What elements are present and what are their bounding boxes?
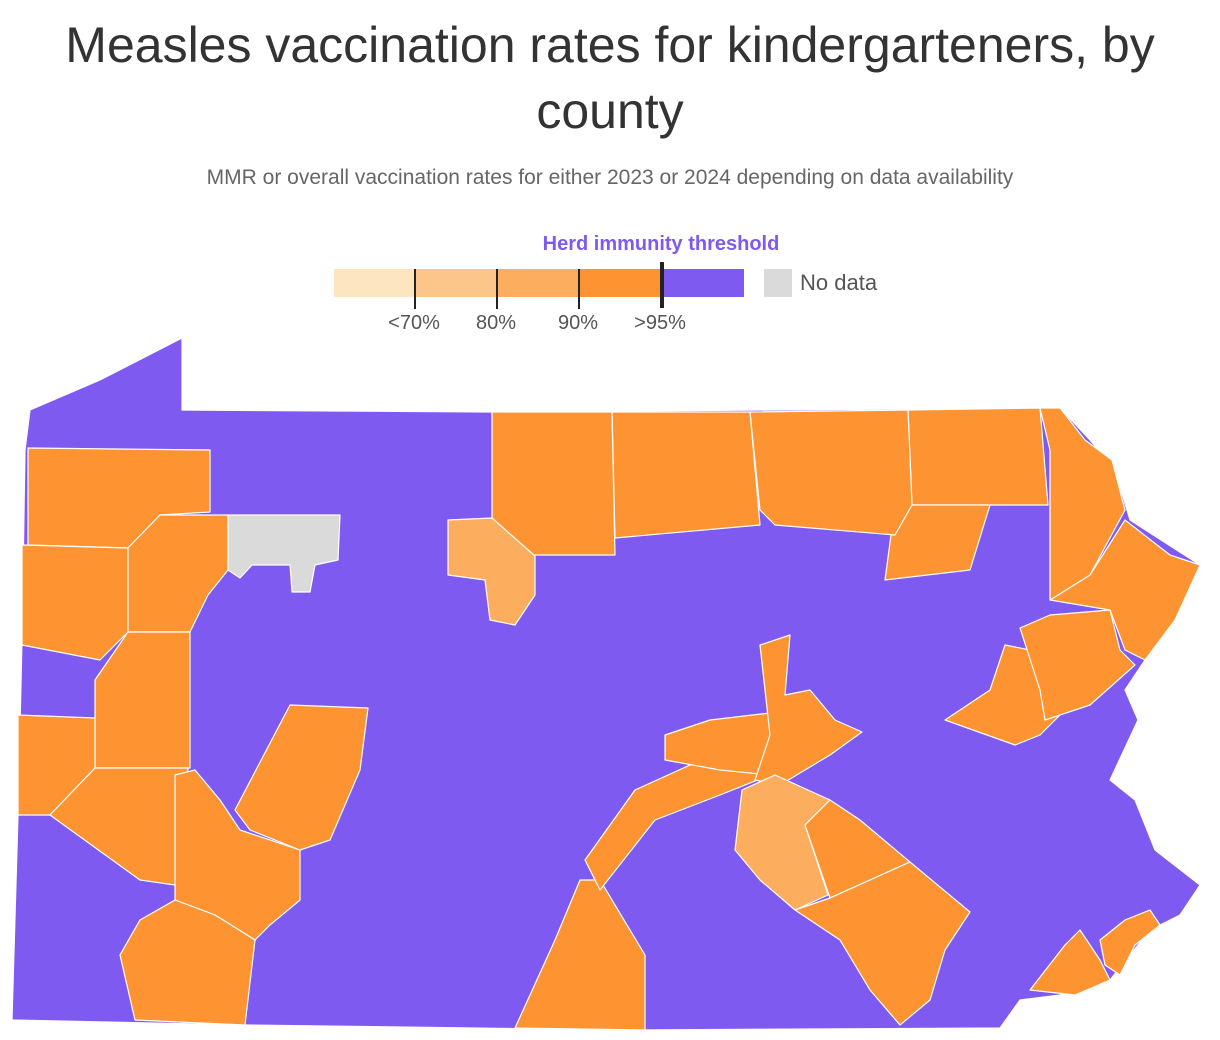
legend-tick-80 <box>496 269 498 309</box>
legend-tick-label-90: 90% <box>557 312 599 334</box>
legend-bin-above-95 <box>662 269 744 297</box>
county-columbia-schuylkill[interactable] <box>754 634 863 786</box>
county-pike-wayne[interactable] <box>1049 519 1201 661</box>
pennsylvania-county-map <box>0 330 1220 1040</box>
county-map-svg <box>11 337 1201 1031</box>
legend-tick-90 <box>578 269 580 309</box>
legend-tick-95-threshold <box>660 262 664 308</box>
county-potter[interactable] <box>491 411 616 556</box>
county-delaware-chester-south[interactable] <box>1029 929 1111 996</box>
county-bradford-east[interactable] <box>907 407 1049 506</box>
legend-no-data-label: No data <box>800 270 878 295</box>
county-susquehanna[interactable] <box>1039 407 1126 601</box>
county-wyoming-sullivan[interactable] <box>884 504 991 581</box>
county-lancaster[interactable] <box>794 861 971 1026</box>
county-tioga[interactable] <box>611 411 761 539</box>
county-bradford[interactable] <box>749 409 913 536</box>
legend-tick-label-95: >95% <box>634 312 686 334</box>
chart-subtitle: MMR or overall vaccination rates for eit… <box>206 166 1014 189</box>
county-forest-no-data[interactable] <box>227 514 341 593</box>
county-crawford-west[interactable] <box>21 544 129 661</box>
legend-bin-80-90 <box>498 269 580 297</box>
county-monroe-carbon[interactable] <box>1019 609 1136 721</box>
county-cameron[interactable] <box>447 517 536 626</box>
legend-bin-below-70 <box>334 269 416 297</box>
legend-tick-label-80: 80% <box>475 312 517 334</box>
legend-tick-label-70: <70% <box>388 312 440 334</box>
color-legend: Herd immunity threshold <70% 80% 90% >95… <box>0 0 1220 340</box>
county-philadelphia[interactable] <box>1099 909 1161 976</box>
legend-no-data-swatch <box>764 269 792 297</box>
herd-immunity-threshold-label: Herd immunity threshold <box>542 233 780 255</box>
legend-bin-70-80 <box>416 269 498 297</box>
legend-bin-90-95 <box>580 269 662 297</box>
county-fayette-somerset[interactable] <box>119 899 256 1026</box>
legend-tick-70 <box>414 269 416 309</box>
chart-title: Measles vaccination rates for kindergart… <box>65 17 1155 139</box>
county-indiana-cambria[interactable] <box>234 704 369 851</box>
